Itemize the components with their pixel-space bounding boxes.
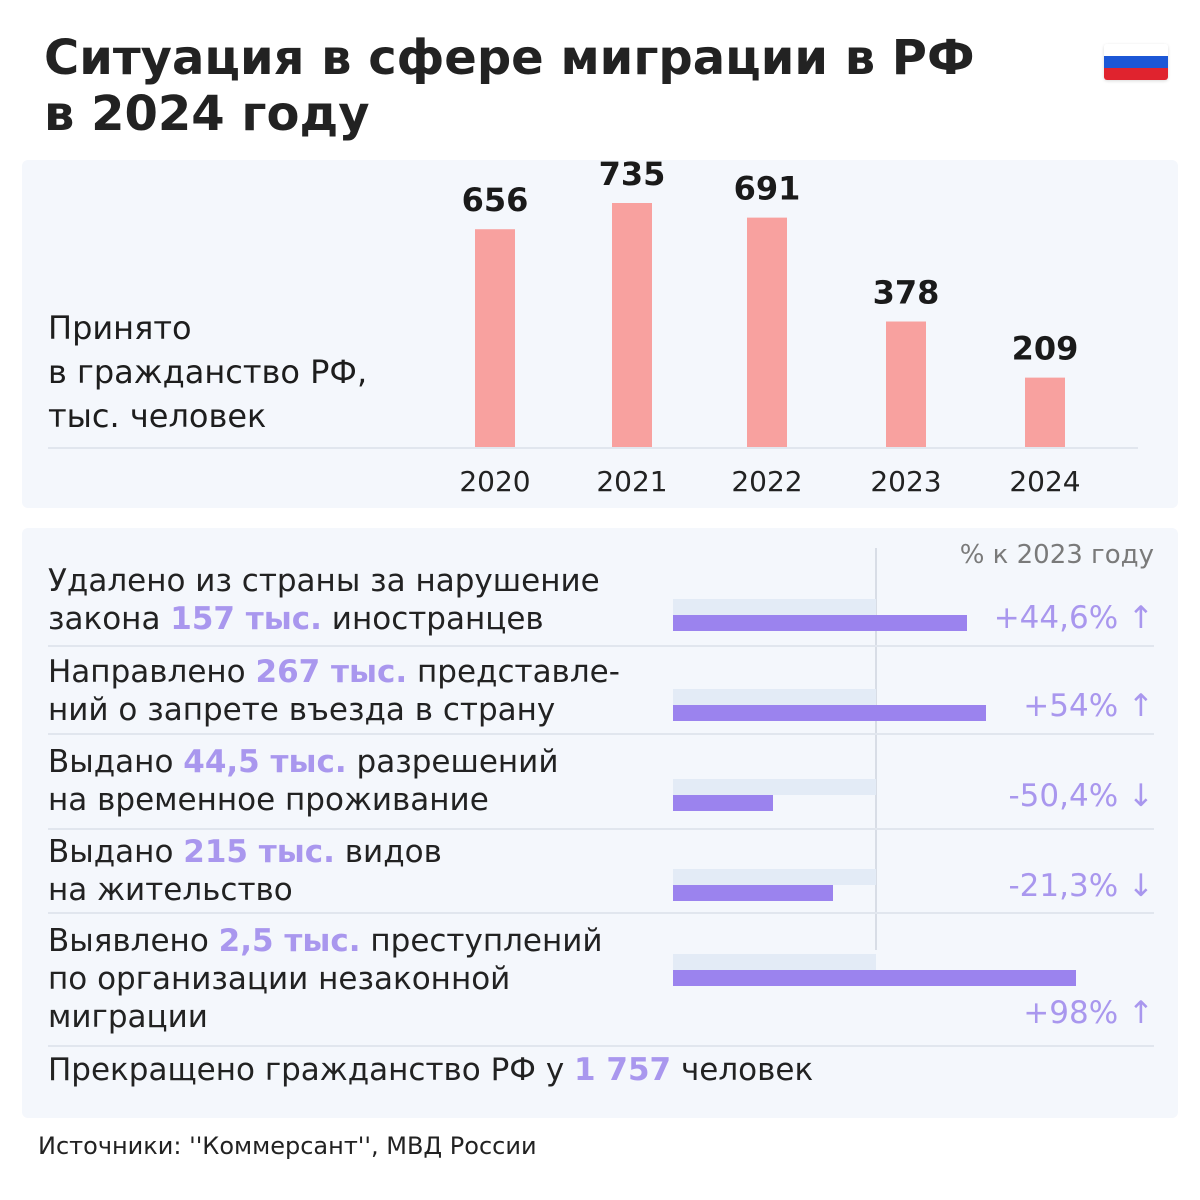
stat-text-before: Выявлено <box>48 923 219 959</box>
title-line-2: в 2024 году <box>44 86 370 142</box>
stat-text-before: миграции <box>48 999 208 1035</box>
percent-change-label: +44,6% ↑ <box>993 600 1154 636</box>
percent-change-label: +54% ↑ <box>1023 688 1154 724</box>
stat-line-1: Выдано 44,5 тыс. разрешений <box>48 743 648 781</box>
stat-text-before: ний о запрете въезда в страну <box>48 692 556 728</box>
chart-label-line-2: в гражданство РФ, <box>48 353 368 391</box>
stat-highlight-value: 44,5 тыс. <box>183 744 347 780</box>
stat-highlight-value: 267 тыс. <box>255 654 408 690</box>
stat-line-2: на жительство <box>48 871 648 909</box>
stat-text-before: на жительство <box>48 872 293 908</box>
source-note: Источники: ''Коммерсант'', МВД России <box>38 1132 537 1160</box>
change-bar-track <box>673 869 876 885</box>
change-bar-track <box>673 779 876 795</box>
stat-text-after: иностранцев <box>321 601 544 637</box>
stat-text-before: Выдано <box>48 834 184 870</box>
stat-line-1: Выявлено 2,5 тыс. преступлений <box>48 922 648 960</box>
change-bar <box>673 615 967 631</box>
stat-text-after: преступлений <box>360 923 603 959</box>
stat-highlight-value: 157 тыс. <box>170 601 322 637</box>
x-tick-label: 2024 <box>1009 465 1080 498</box>
stat-text-after: видов <box>334 834 442 870</box>
flag-stripe-white <box>1104 44 1168 56</box>
change-bar-track <box>673 689 876 705</box>
bar-2022 <box>747 217 787 447</box>
stat-text-after: представле- <box>407 654 620 690</box>
change-bar-track <box>673 599 876 615</box>
stat-text-1: Удалено из страны за нарушение закона 157… <box>48 562 648 638</box>
stat-line-2: по организации незаконной <box>48 960 648 998</box>
citizenship-bar-chart: 656 2020 735 2021 691 2022 378 2023 209 2024 <box>48 155 1138 498</box>
percent-change-label: +98% ↑ <box>1023 995 1154 1031</box>
row-divider <box>48 828 1154 830</box>
stat-line-2: на временное проживание <box>48 781 648 819</box>
flag-stripe-red <box>1104 68 1168 80</box>
stat-line-1: Удалено из страны за нарушение <box>48 562 648 600</box>
stat-highlight-value: 215 тыс. <box>183 834 335 870</box>
change-bar <box>673 795 774 811</box>
chart-label-line-1: Принято <box>48 309 192 347</box>
final-highlight: 1 757 <box>574 1052 672 1088</box>
bar-value-label: 656 <box>462 181 529 219</box>
bar-value-label: 691 <box>734 170 801 208</box>
migration-stats-panel <box>22 528 1178 1118</box>
russian-flag-icon <box>1104 44 1168 80</box>
stat-text-before: на временное проживание <box>48 782 489 818</box>
percent-change-label: -50,4% ↓ <box>1008 778 1155 814</box>
change-bar <box>673 970 1076 986</box>
x-tick-label: 2021 <box>596 465 667 498</box>
stat-line-1: Выдано 215 тыс. видов <box>48 833 648 871</box>
percent-change-label: -21,3% ↓ <box>1008 868 1155 904</box>
stat-line-2: закона 157 тыс. иностранцев <box>48 600 648 638</box>
stat-line-1: Направлено 267 тыс. представле- <box>48 653 648 691</box>
bar-2023 <box>886 321 926 447</box>
stat-text-before: Направлено <box>48 654 256 690</box>
stat-text-3: Выдано 44,5 тыс. разрешений на временное … <box>48 743 648 819</box>
stat-text-5: Выявлено 2,5 тыс. преступлений по организ… <box>48 922 648 1036</box>
x-tick-label: 2020 <box>459 465 530 498</box>
chart-label-line-3: тыс. человек <box>48 397 267 435</box>
row-divider <box>48 1045 1154 1047</box>
change-bar <box>673 885 833 901</box>
citizenship-chart-panel <box>22 160 1178 508</box>
stat-text-before: Выдано <box>48 744 184 780</box>
bar-value-label: 735 <box>599 155 666 193</box>
change-bar <box>673 705 987 721</box>
bar-2021 <box>612 203 652 447</box>
row-divider <box>48 912 1154 914</box>
stat-text-after: разрешений <box>346 744 559 780</box>
percent-header: % к 2023 году <box>959 540 1154 570</box>
bar-value-label: 378 <box>873 274 940 312</box>
stat-text-4: Выдано 215 тыс. видов на жительство <box>48 833 648 909</box>
row-divider <box>48 645 1154 647</box>
final-text-after: человек <box>671 1052 814 1088</box>
bar-2024 <box>1025 377 1065 447</box>
chart-label: Принято в гражданство РФ, тыс. человек <box>48 306 367 438</box>
stat-text-2: Направлено 267 тыс. представле-ний о зап… <box>48 653 648 729</box>
final-text-before: Прекращено гражданство РФ у <box>48 1052 575 1088</box>
flag-stripe-blue <box>1104 56 1168 68</box>
x-tick-label: 2023 <box>870 465 941 498</box>
stat-highlight-value: 2,5 тыс. <box>218 923 361 959</box>
x-tick-label: 2022 <box>731 465 802 498</box>
bar-value-label: 209 <box>1012 330 1079 368</box>
stat-line-2: ний о запрете въезда в страну <box>48 691 648 729</box>
citizenship-revoked-line: Прекращено гражданство РФ у 1 757 челове… <box>48 1052 813 1088</box>
row-divider <box>48 733 1154 735</box>
change-bar-track <box>673 954 876 970</box>
zero-axis-line <box>875 548 877 950</box>
stat-text-before: Удалено из страны за нарушение <box>48 563 600 599</box>
stat-text-before: по организации незаконной <box>48 961 511 997</box>
bar-2020 <box>475 229 515 447</box>
stat-line-3: миграции <box>48 998 648 1036</box>
stat-text-before: закона <box>48 601 171 637</box>
page-title: Ситуация в сфере миграции в РФ в 2024 го… <box>44 30 975 142</box>
title-line-1: Ситуация в сфере миграции в РФ <box>44 30 975 86</box>
